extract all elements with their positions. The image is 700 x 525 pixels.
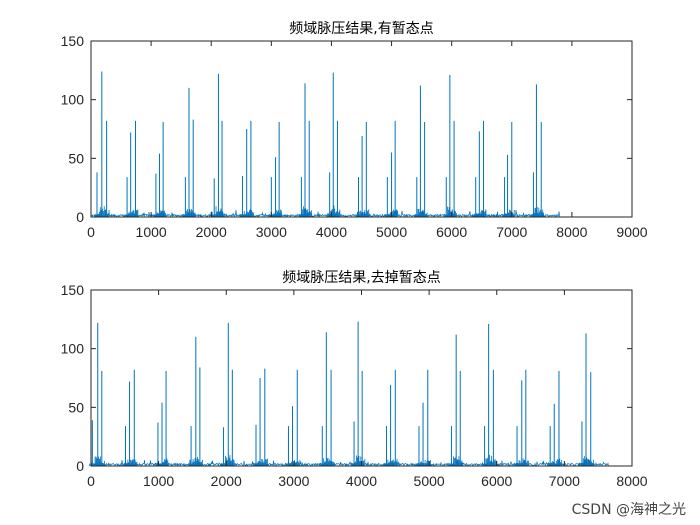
x-tick-label-1: 1000 bbox=[136, 224, 167, 240]
x-tick-label-4: 4000 bbox=[346, 473, 377, 489]
x-tick-label-0: 0 bbox=[87, 473, 95, 489]
chart-2: 0 1000 2000 3000 4000 5000 6000 7000 8000 0 50 100 1… bbox=[61, 270, 648, 489]
y-tick-label-1: 50 bbox=[68, 150, 84, 166]
y-tick-label-1: 50 bbox=[68, 399, 84, 415]
x-tick-label-5: 5000 bbox=[376, 224, 407, 240]
x-tick-label-2: 2000 bbox=[211, 473, 242, 489]
x-tick-label-3: 3000 bbox=[278, 473, 309, 489]
y-tick-label-0: 0 bbox=[76, 209, 84, 225]
y-tick-label-3: 150 bbox=[61, 33, 85, 49]
watermark: CSDN @海神之光 bbox=[571, 502, 686, 518]
x-tick-label-6: 6000 bbox=[481, 473, 512, 489]
y-tick-label-0: 0 bbox=[76, 458, 84, 474]
x-tick-label-0: 0 bbox=[87, 224, 95, 240]
x-tick-label-9: 9000 bbox=[616, 224, 647, 240]
x-tick-label-8: 8000 bbox=[616, 473, 647, 489]
chart-title: 频域脉压结果,有暂态点 bbox=[289, 21, 433, 37]
plot-area bbox=[91, 290, 632, 466]
x-tick-label-4: 4000 bbox=[316, 224, 347, 240]
chart-title: 频域脉压结果,去掉暂态点 bbox=[282, 270, 440, 286]
y-tick-label-3: 150 bbox=[61, 282, 85, 298]
x-tick-label-6: 6000 bbox=[436, 224, 467, 240]
x-tick-label-5: 5000 bbox=[414, 473, 445, 489]
y-tick-label-2: 100 bbox=[61, 92, 85, 108]
x-tick-label-1: 1000 bbox=[143, 473, 174, 489]
axes-box bbox=[90, 40, 633, 218]
y-tick-label-2: 100 bbox=[61, 341, 85, 357]
x-tick-label-7: 7000 bbox=[549, 473, 580, 489]
x-tick-label-2: 2000 bbox=[196, 224, 227, 240]
x-tick-label-8: 8000 bbox=[556, 224, 587, 240]
plot-area bbox=[91, 41, 632, 217]
chart-1: 0 1000 2000 3000 4000 5000 6000 7000 8000 9000 0 50… bbox=[61, 21, 648, 240]
x-tick-label-7: 7000 bbox=[496, 224, 527, 240]
x-tick-label-3: 3000 bbox=[256, 224, 287, 240]
